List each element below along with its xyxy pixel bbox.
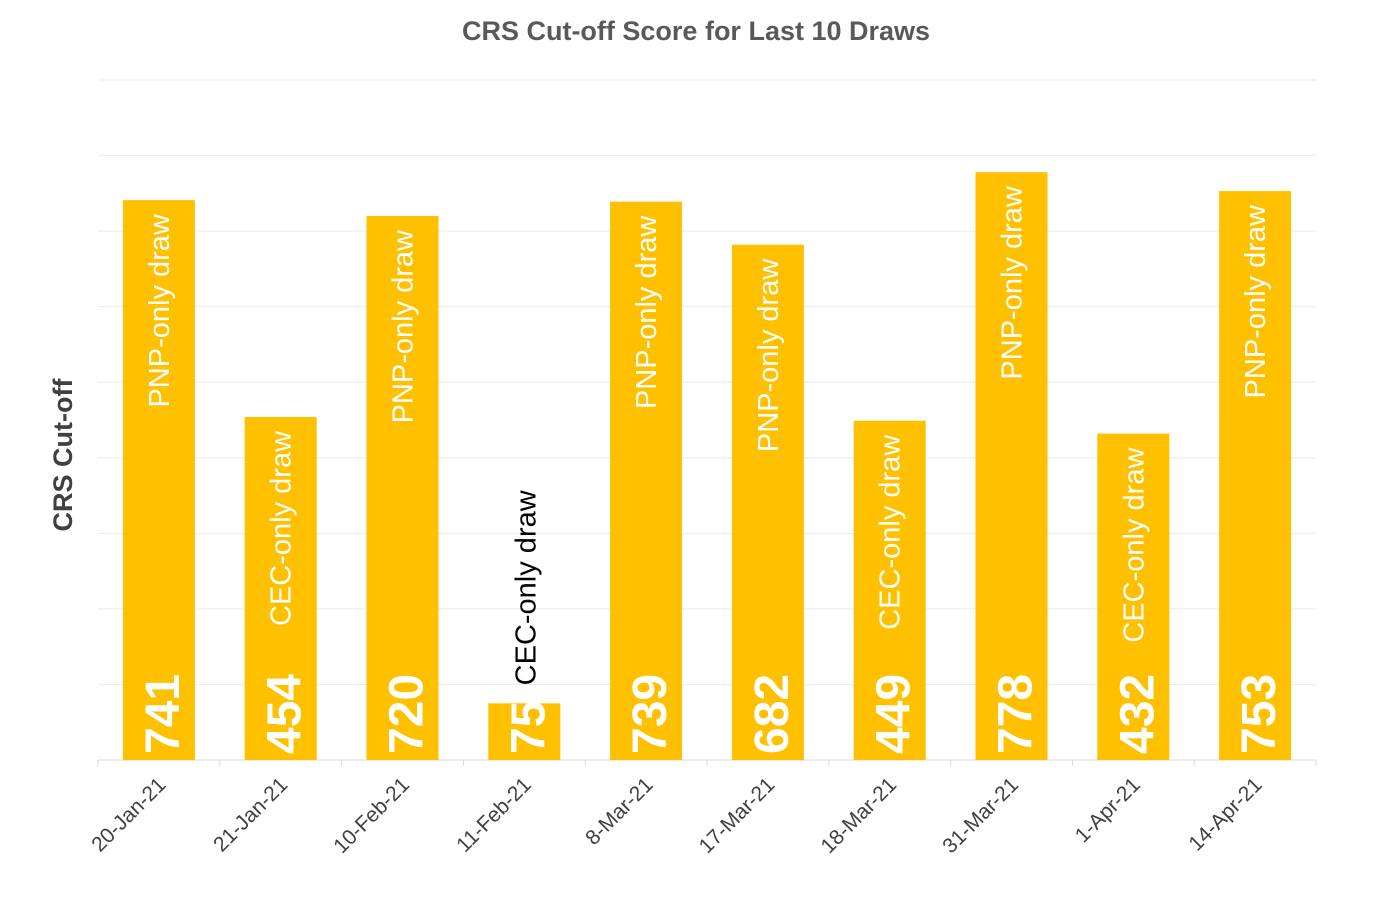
bar (610, 201, 683, 761)
bar (488, 703, 561, 760)
bar (244, 416, 317, 760)
chart-title: CRS Cut-off Score for Last 10 Draws (462, 16, 930, 46)
bar-annotation: PNP-only draw (388, 229, 420, 423)
bar-annotation: PNP-only draw (997, 185, 1029, 379)
bar (366, 216, 439, 760)
value-label: 454 (259, 674, 312, 754)
bar (853, 420, 926, 760)
value-label: 741 (137, 674, 190, 754)
bar-annotation: CEC-only draw (266, 430, 298, 626)
value-label: 75 (502, 701, 555, 754)
value-label: 778 (990, 674, 1043, 754)
value-label: 449 (868, 674, 921, 754)
bar-annotation: PNP-only draw (631, 215, 663, 409)
value-label: 753 (1233, 674, 1286, 754)
value-label: 432 (1111, 674, 1164, 754)
bar-annotation: CEC-only draw (875, 434, 907, 630)
bar (975, 172, 1048, 760)
bar (731, 244, 804, 760)
value-label: 720 (381, 674, 434, 754)
bar-annotation: CEC-only draw (1118, 447, 1150, 643)
value-label: 682 (746, 674, 799, 754)
bar (1097, 433, 1170, 760)
value-label: 739 (624, 674, 677, 754)
bar-annotation: PNP-only draw (753, 258, 785, 452)
y-axis-label: CRS Cut-off (48, 378, 78, 532)
bar-annotation: PNP-only draw (1240, 204, 1272, 398)
bar-annotation: CEC-only draw (510, 489, 542, 685)
bar-annotation: PNP-only draw (144, 213, 176, 407)
bar (122, 200, 195, 761)
bar (1219, 191, 1292, 761)
